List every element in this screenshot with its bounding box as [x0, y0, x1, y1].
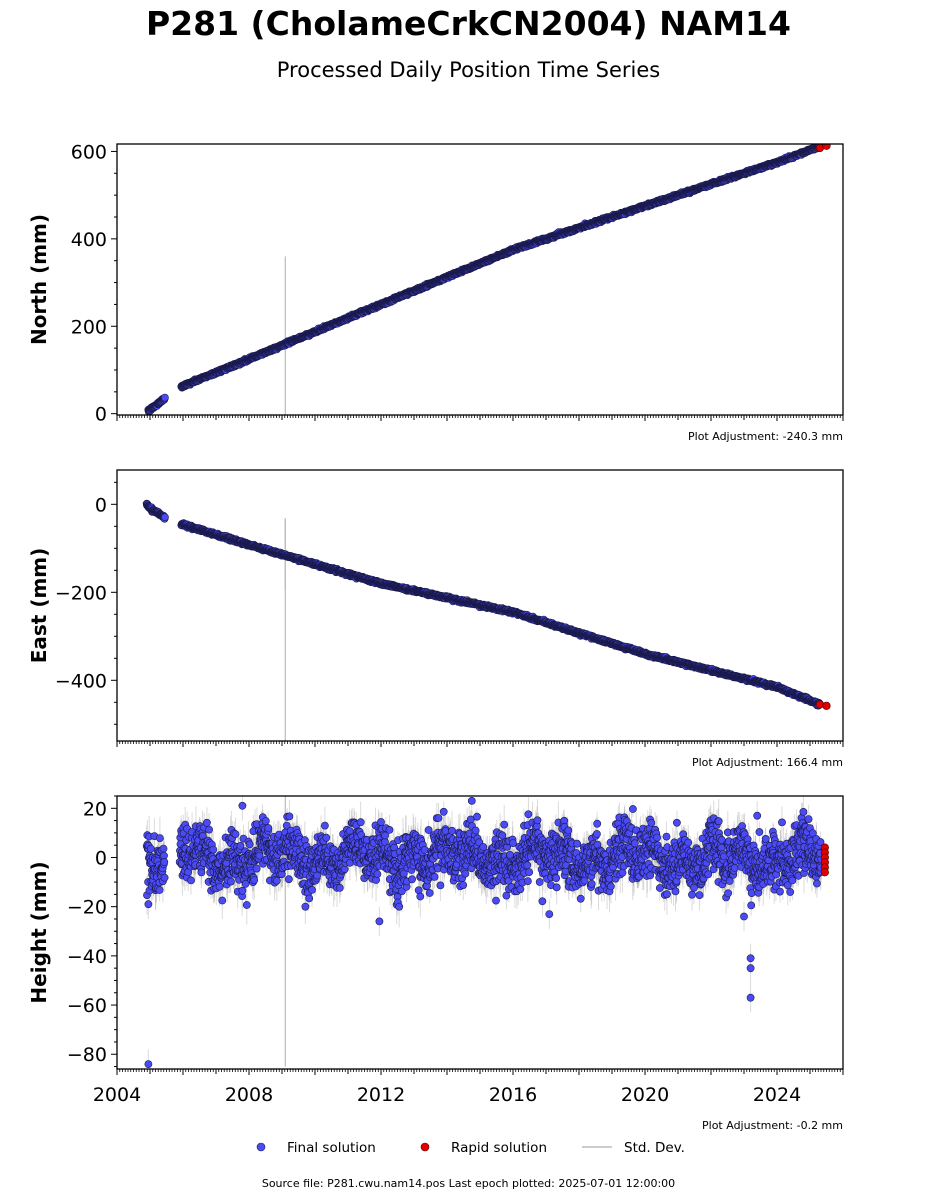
final-point: [160, 393, 169, 402]
final-solution-points: [144, 144, 824, 415]
chart-title: P281 (CholameCrkCN2004) NAM14: [146, 4, 791, 43]
chart-subtitle: Processed Daily Position Time Series: [276, 58, 661, 82]
plot-area: [144, 144, 831, 415]
